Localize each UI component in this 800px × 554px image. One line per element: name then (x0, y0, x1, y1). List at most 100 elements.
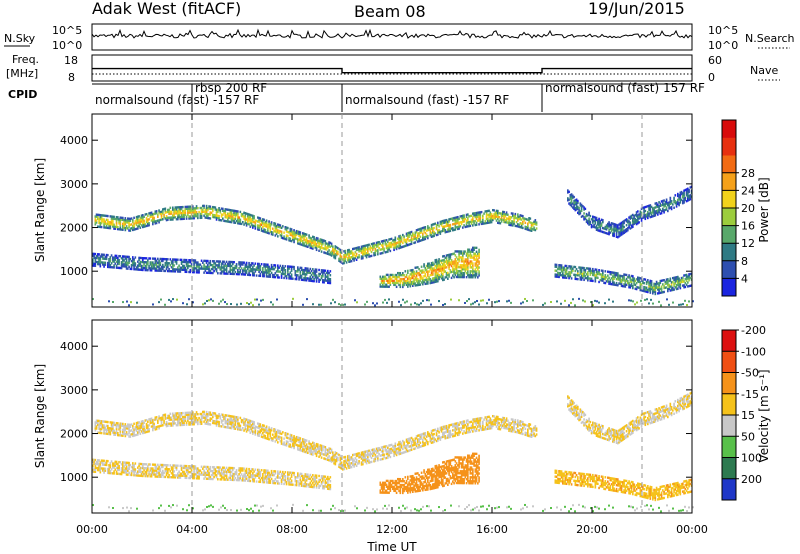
power-cell (280, 266, 283, 270)
power-cell (583, 208, 585, 211)
power-cell (455, 222, 458, 225)
power-cell (102, 214, 104, 217)
power-cell (113, 258, 115, 261)
power-cell (220, 219, 223, 222)
power-cell (328, 249, 330, 252)
power-cell (685, 194, 688, 197)
power-cell (269, 228, 272, 231)
power-cell (669, 289, 672, 292)
power-cell (474, 262, 477, 265)
power-cell (574, 208, 577, 212)
power-cell (648, 281, 650, 284)
power-cell (425, 278, 428, 281)
power-cell (574, 273, 577, 277)
power-cell (649, 289, 652, 292)
power-cell (128, 221, 130, 224)
velocity-cell (148, 424, 150, 427)
power-cell (593, 270, 595, 273)
power-cell (602, 271, 604, 274)
power-cell (393, 246, 395, 250)
power-cell (533, 222, 535, 225)
power-cell (453, 228, 455, 232)
power-cell (460, 271, 463, 275)
power-cell (409, 243, 412, 246)
power-cell (324, 247, 327, 251)
power-cell (174, 258, 177, 261)
power-cell (620, 280, 623, 284)
power-cell (327, 279, 329, 283)
power-cell (170, 270, 173, 273)
power-cell (107, 220, 109, 224)
power-cell (532, 222, 534, 225)
power-cell (158, 265, 160, 268)
power-cell (454, 260, 457, 263)
power-cell (666, 298, 668, 301)
power-cell (143, 219, 145, 222)
power-cell (148, 224, 150, 227)
power-cell (327, 271, 329, 275)
power-cell (409, 233, 412, 236)
power-cell (225, 270, 228, 273)
power-cell (174, 270, 177, 273)
power-cell (443, 264, 445, 268)
power-cell (418, 228, 420, 231)
power-cell (118, 220, 120, 223)
power-cell (680, 192, 683, 196)
power-cell (567, 274, 569, 278)
power-cell (426, 299, 428, 302)
power-cell (474, 223, 477, 227)
power-cell (302, 234, 304, 237)
power-cell (112, 223, 114, 226)
power-cell (558, 275, 560, 279)
power-cell (280, 234, 283, 237)
power-cell (132, 258, 134, 261)
velocity-cell (109, 427, 112, 430)
power-cell (465, 225, 468, 228)
power-cell (617, 228, 619, 231)
power-cell (247, 216, 249, 220)
power-cell (304, 267, 307, 270)
power-cell (442, 229, 444, 233)
power-cell (418, 281, 420, 285)
power-cell (300, 243, 303, 246)
power-cell (145, 216, 148, 220)
power-cell (415, 278, 418, 281)
velocity-cell (110, 429, 113, 432)
power-cell (323, 281, 325, 284)
power-cell (683, 193, 685, 196)
power-cell (167, 216, 169, 219)
power-cell (579, 204, 582, 207)
power-cell (505, 213, 508, 216)
power-cell (467, 274, 469, 277)
velocity-cell (113, 429, 115, 432)
power-cell (402, 283, 404, 287)
power-cell (180, 258, 183, 262)
power-cell (469, 214, 472, 218)
power-cell (448, 263, 450, 266)
power-cell (263, 224, 265, 227)
power-cell (570, 197, 573, 200)
power-cell (463, 266, 465, 269)
power-cell (173, 268, 175, 271)
power-cell (667, 209, 669, 213)
power-cell (240, 263, 243, 266)
velocity-cell (125, 425, 128, 428)
power-cell (207, 216, 209, 220)
power-cell (614, 229, 617, 232)
velocity-cell (122, 434, 124, 437)
power-cell (233, 209, 235, 212)
power-cell (150, 263, 153, 266)
power-cell (275, 228, 278, 232)
power-cell (313, 272, 315, 275)
power-cell (154, 263, 157, 266)
power-cell (389, 281, 392, 284)
power-cell (393, 275, 395, 279)
power-cell (615, 277, 618, 281)
power-cell (287, 234, 289, 238)
power-cell (219, 219, 222, 222)
power-cell (332, 249, 334, 252)
power-cell (218, 260, 220, 263)
power-cell (399, 281, 402, 285)
power-cell (224, 213, 227, 217)
power-cell (305, 241, 308, 244)
